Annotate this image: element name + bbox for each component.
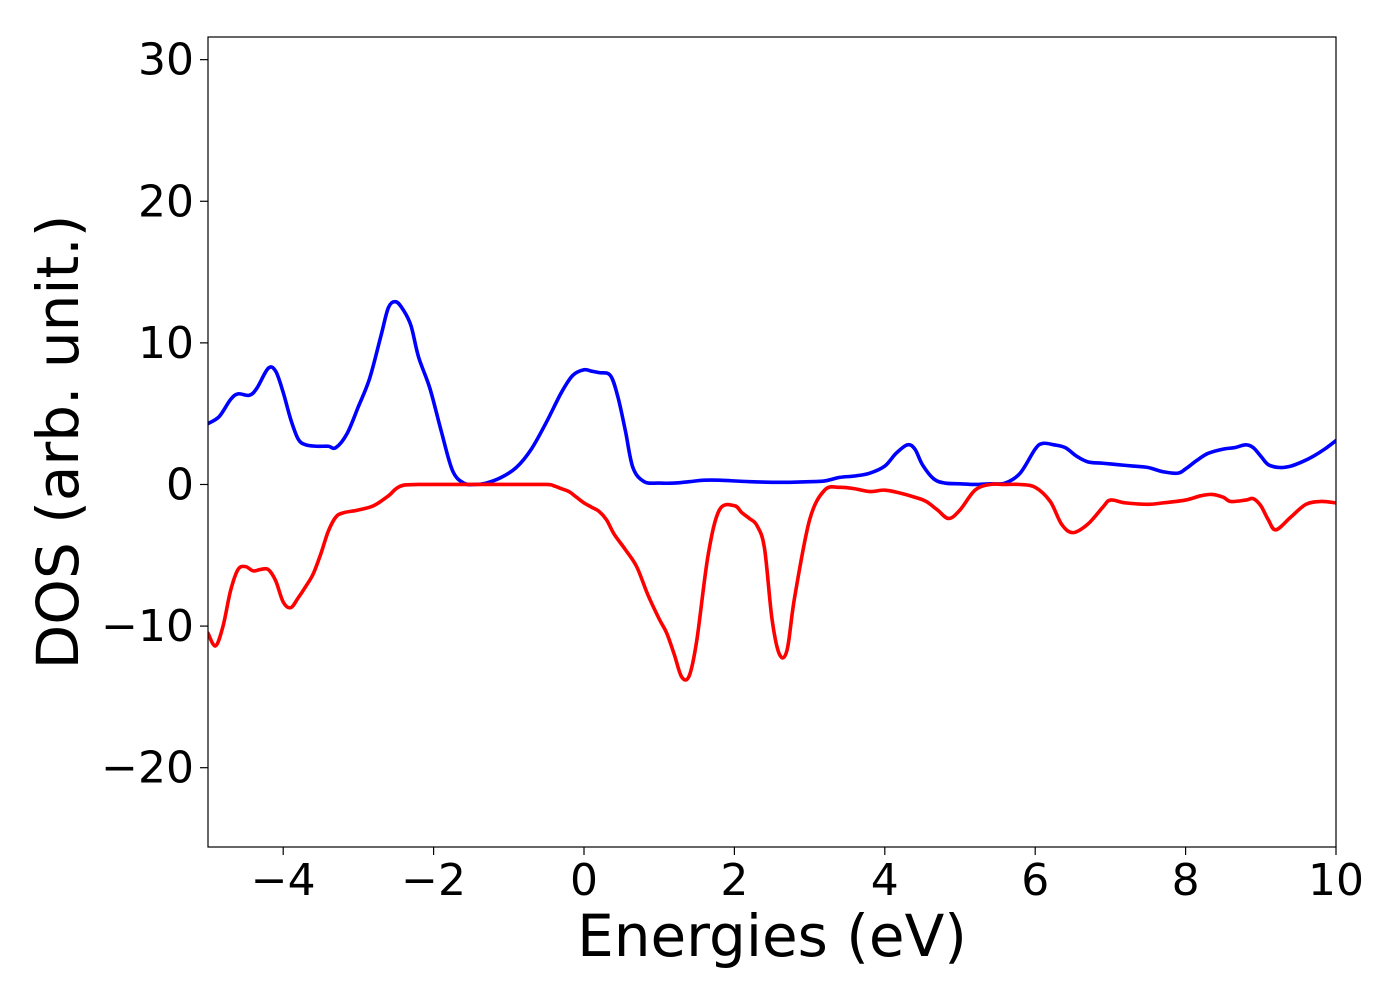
y-tick-label: 0 bbox=[166, 459, 194, 510]
y-tick-label: 20 bbox=[138, 176, 194, 227]
series-layer bbox=[208, 299, 1336, 682]
series-line-spin-up bbox=[208, 299, 1336, 487]
y-axis: −20 −10 0 10 20 30 bbox=[101, 35, 208, 794]
y-tick-label: 10 bbox=[138, 318, 194, 369]
y-tick-label: −20 bbox=[101, 743, 194, 794]
x-tick-label: 2 bbox=[720, 855, 748, 906]
y-tick-label: −10 bbox=[101, 601, 194, 652]
x-tick-label: 8 bbox=[1172, 855, 1200, 906]
x-tick-label: −2 bbox=[401, 855, 466, 906]
series-line-spin-down bbox=[208, 482, 1336, 682]
x-axis: −4 −2 0 2 4 6 8 10 bbox=[251, 847, 1364, 906]
x-tick-label: 0 bbox=[570, 855, 598, 906]
y-tick-label: 30 bbox=[138, 35, 194, 86]
x-axis-label: Energies (eV) bbox=[577, 902, 967, 970]
plot-frame bbox=[207, 36, 1337, 848]
y-axis-label: DOS (arb. unit.) bbox=[24, 215, 92, 670]
x-tick-label: 4 bbox=[871, 855, 899, 906]
x-tick-label: 10 bbox=[1308, 855, 1364, 906]
x-tick-label: −4 bbox=[251, 855, 316, 906]
x-tick-label: 6 bbox=[1021, 855, 1049, 906]
